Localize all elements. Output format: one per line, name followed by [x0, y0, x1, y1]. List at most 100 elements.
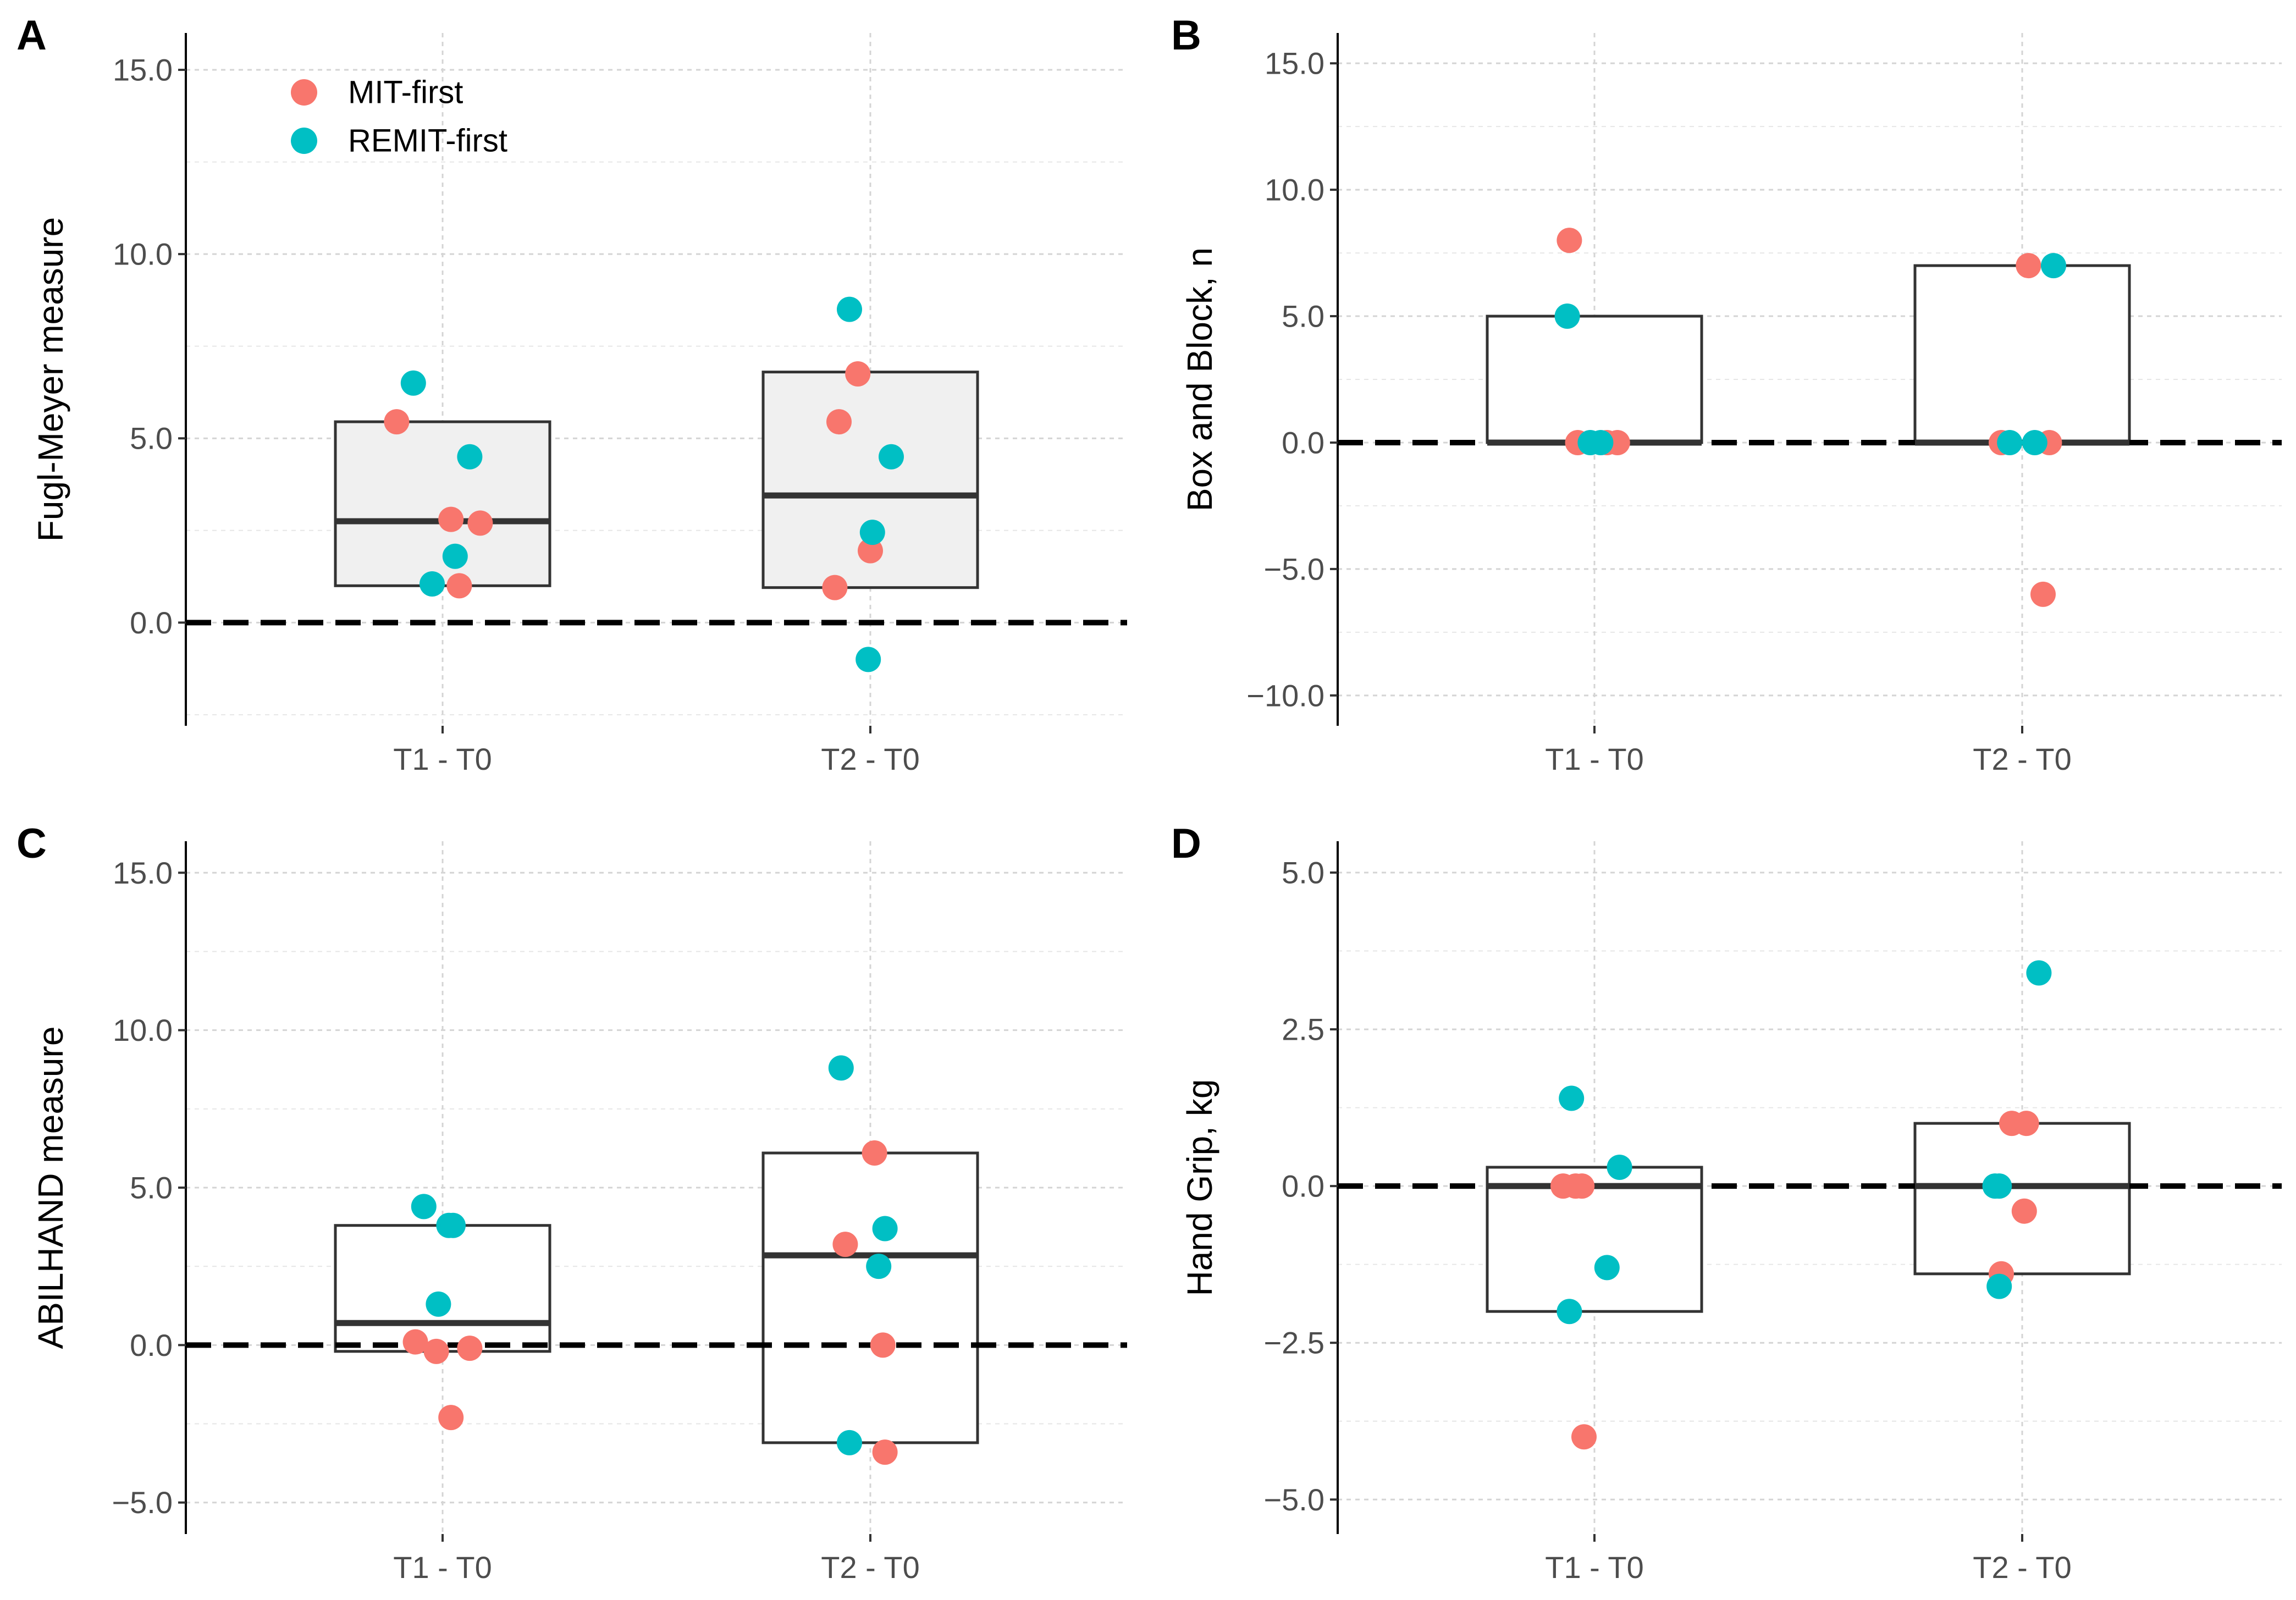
- y-axis-title: Fugl-Meyer measure: [31, 217, 70, 542]
- panel-label: B: [1171, 12, 1201, 59]
- data-point-remit-first: [1997, 429, 2023, 455]
- panel-b: −10.0 −5.0 0.0 5.0 10.0 15.0 T1 - T0 T2 - T0 Box…: [1171, 12, 2282, 776]
- y-axis-title: ABILHAND measure: [31, 1027, 70, 1349]
- y-tick-label: 5.0: [130, 421, 173, 456]
- data-point-remit-first: [2022, 429, 2047, 455]
- panel-a: 0.0 5.0 10.0 15.0 T1 - T0 T2 - T0 Fugl-Meyer m…: [16, 12, 1127, 776]
- y-tick-label: 15.0: [1265, 46, 1324, 81]
- data-point-remit-first: [872, 1216, 898, 1242]
- x-tick-label: T1 - T0: [1545, 1550, 1643, 1585]
- data-point-remit-first: [1986, 1173, 2012, 1199]
- y-tick-label: −2.5: [1263, 1326, 1324, 1360]
- data-point-remit-first: [837, 296, 862, 322]
- y-tick-label: 5.0: [130, 1171, 173, 1205]
- data-point-remit-first: [2041, 253, 2066, 279]
- y-axis-title: Hand Grip, kg: [1180, 1079, 1219, 1296]
- data-point-remit-first: [1607, 1154, 1632, 1180]
- legend-key: [291, 128, 317, 154]
- data-point-remit-first: [828, 1055, 854, 1081]
- legend-label: REMIT-first: [348, 123, 507, 159]
- data-point-remit-first: [1986, 1273, 2012, 1299]
- y-tick-label: 0.0: [1282, 1169, 1324, 1204]
- y-tick-label: 15.0: [113, 53, 173, 87]
- y-tick-label: 5.0: [1282, 856, 1324, 890]
- data-point-remit-first: [1557, 1299, 1582, 1325]
- data-point-mit-first: [858, 538, 883, 564]
- x-tick-label: T1 - T0: [393, 742, 492, 776]
- data-point-mit-first: [446, 573, 472, 599]
- box-1: [334, 1224, 551, 1353]
- legend: MIT-first REMIT-first: [291, 75, 507, 159]
- data-point-mit-first: [845, 361, 871, 387]
- y-tick-label: 0.0: [130, 605, 173, 640]
- box-1: [1486, 1166, 1703, 1313]
- data-point-remit-first: [859, 520, 885, 545]
- legend-key: [291, 79, 317, 106]
- panel-d: −5.0 −2.5 0.0 2.5 5.0 T1 - T0 T2 - T0 Hand Grip…: [1171, 820, 2282, 1585]
- legend-label: MIT-first: [348, 75, 463, 111]
- data-point-mit-first: [1569, 1173, 1595, 1199]
- data-point-remit-first: [457, 444, 483, 470]
- data-point-remit-first: [866, 1254, 892, 1279]
- data-point-mit-first: [2011, 1198, 2037, 1224]
- data-point-mit-first: [2013, 1111, 2039, 1136]
- y-tick-label: 10.0: [1265, 173, 1324, 207]
- y-tick-label: 2.5: [1282, 1012, 1324, 1047]
- data-point-remit-first: [879, 444, 904, 470]
- box-1: [1486, 315, 1703, 444]
- data-point-mit-first: [467, 510, 493, 536]
- data-point-remit-first: [2026, 960, 2052, 986]
- box-2: [761, 1151, 979, 1444]
- y-axis-title: Box and Block, n: [1180, 247, 1219, 511]
- data-point-mit-first: [384, 409, 410, 435]
- y-tick-label: −5.0: [1263, 1482, 1324, 1517]
- data-point-remit-first: [1554, 304, 1580, 329]
- data-point-remit-first: [837, 1430, 862, 1455]
- data-point-mit-first: [2016, 253, 2041, 279]
- y-tick-label: 15.0: [113, 856, 173, 890]
- x-tick-label: T2 - T0: [821, 1550, 919, 1585]
- data-point-mit-first: [1557, 228, 1582, 253]
- data-point-remit-first: [440, 1212, 466, 1238]
- data-point-mit-first: [872, 1439, 898, 1465]
- x-tick-label: T1 - T0: [393, 1550, 492, 1585]
- box-2: [1913, 1122, 2131, 1276]
- y-tick-label: −5.0: [112, 1485, 173, 1520]
- data-point-remit-first: [1559, 1085, 1585, 1111]
- panel-label: D: [1171, 820, 1201, 867]
- data-point-remit-first: [1588, 429, 1614, 455]
- data-point-mit-first: [862, 1140, 887, 1166]
- data-point-mit-first: [1571, 1424, 1597, 1450]
- x-tick-label: T2 - T0: [821, 742, 919, 776]
- panel-label: C: [16, 820, 47, 867]
- data-point-remit-first: [442, 543, 468, 569]
- panel-label: A: [16, 12, 47, 59]
- y-tick-label: 5.0: [1282, 299, 1324, 334]
- y-tick-label: 0.0: [130, 1328, 173, 1362]
- data-point-mit-first: [826, 409, 852, 435]
- data-point-remit-first: [400, 370, 426, 396]
- box-2: [1913, 264, 2131, 444]
- y-tick-label: −10.0: [1246, 678, 1324, 713]
- data-point-mit-first: [2030, 581, 2056, 607]
- data-point-mit-first: [457, 1336, 483, 1361]
- data-point-mit-first: [832, 1232, 858, 1257]
- y-tick-label: 10.0: [113, 237, 173, 272]
- data-point-mit-first: [438, 506, 464, 532]
- data-point-mit-first: [870, 1332, 896, 1358]
- y-tick-label: 10.0: [113, 1013, 173, 1047]
- x-tick-label: T1 - T0: [1545, 742, 1643, 776]
- box-1: [334, 420, 551, 587]
- data-point-mit-first: [402, 1329, 428, 1355]
- x-tick-label: T2 - T0: [1973, 742, 2071, 776]
- data-point-mit-first: [423, 1338, 449, 1364]
- data-point-remit-first: [411, 1194, 437, 1220]
- data-point-remit-first: [420, 571, 445, 597]
- data-point-remit-first: [426, 1291, 451, 1317]
- data-point-remit-first: [856, 647, 881, 672]
- data-point-mit-first: [822, 575, 848, 600]
- data-point-mit-first: [438, 1405, 464, 1431]
- panel-c: −5.0 0.0 5.0 10.0 15.0 T1 - T0 T2 - T0 ABILHAND…: [16, 820, 1127, 1585]
- y-tick-label: −5.0: [1263, 551, 1324, 586]
